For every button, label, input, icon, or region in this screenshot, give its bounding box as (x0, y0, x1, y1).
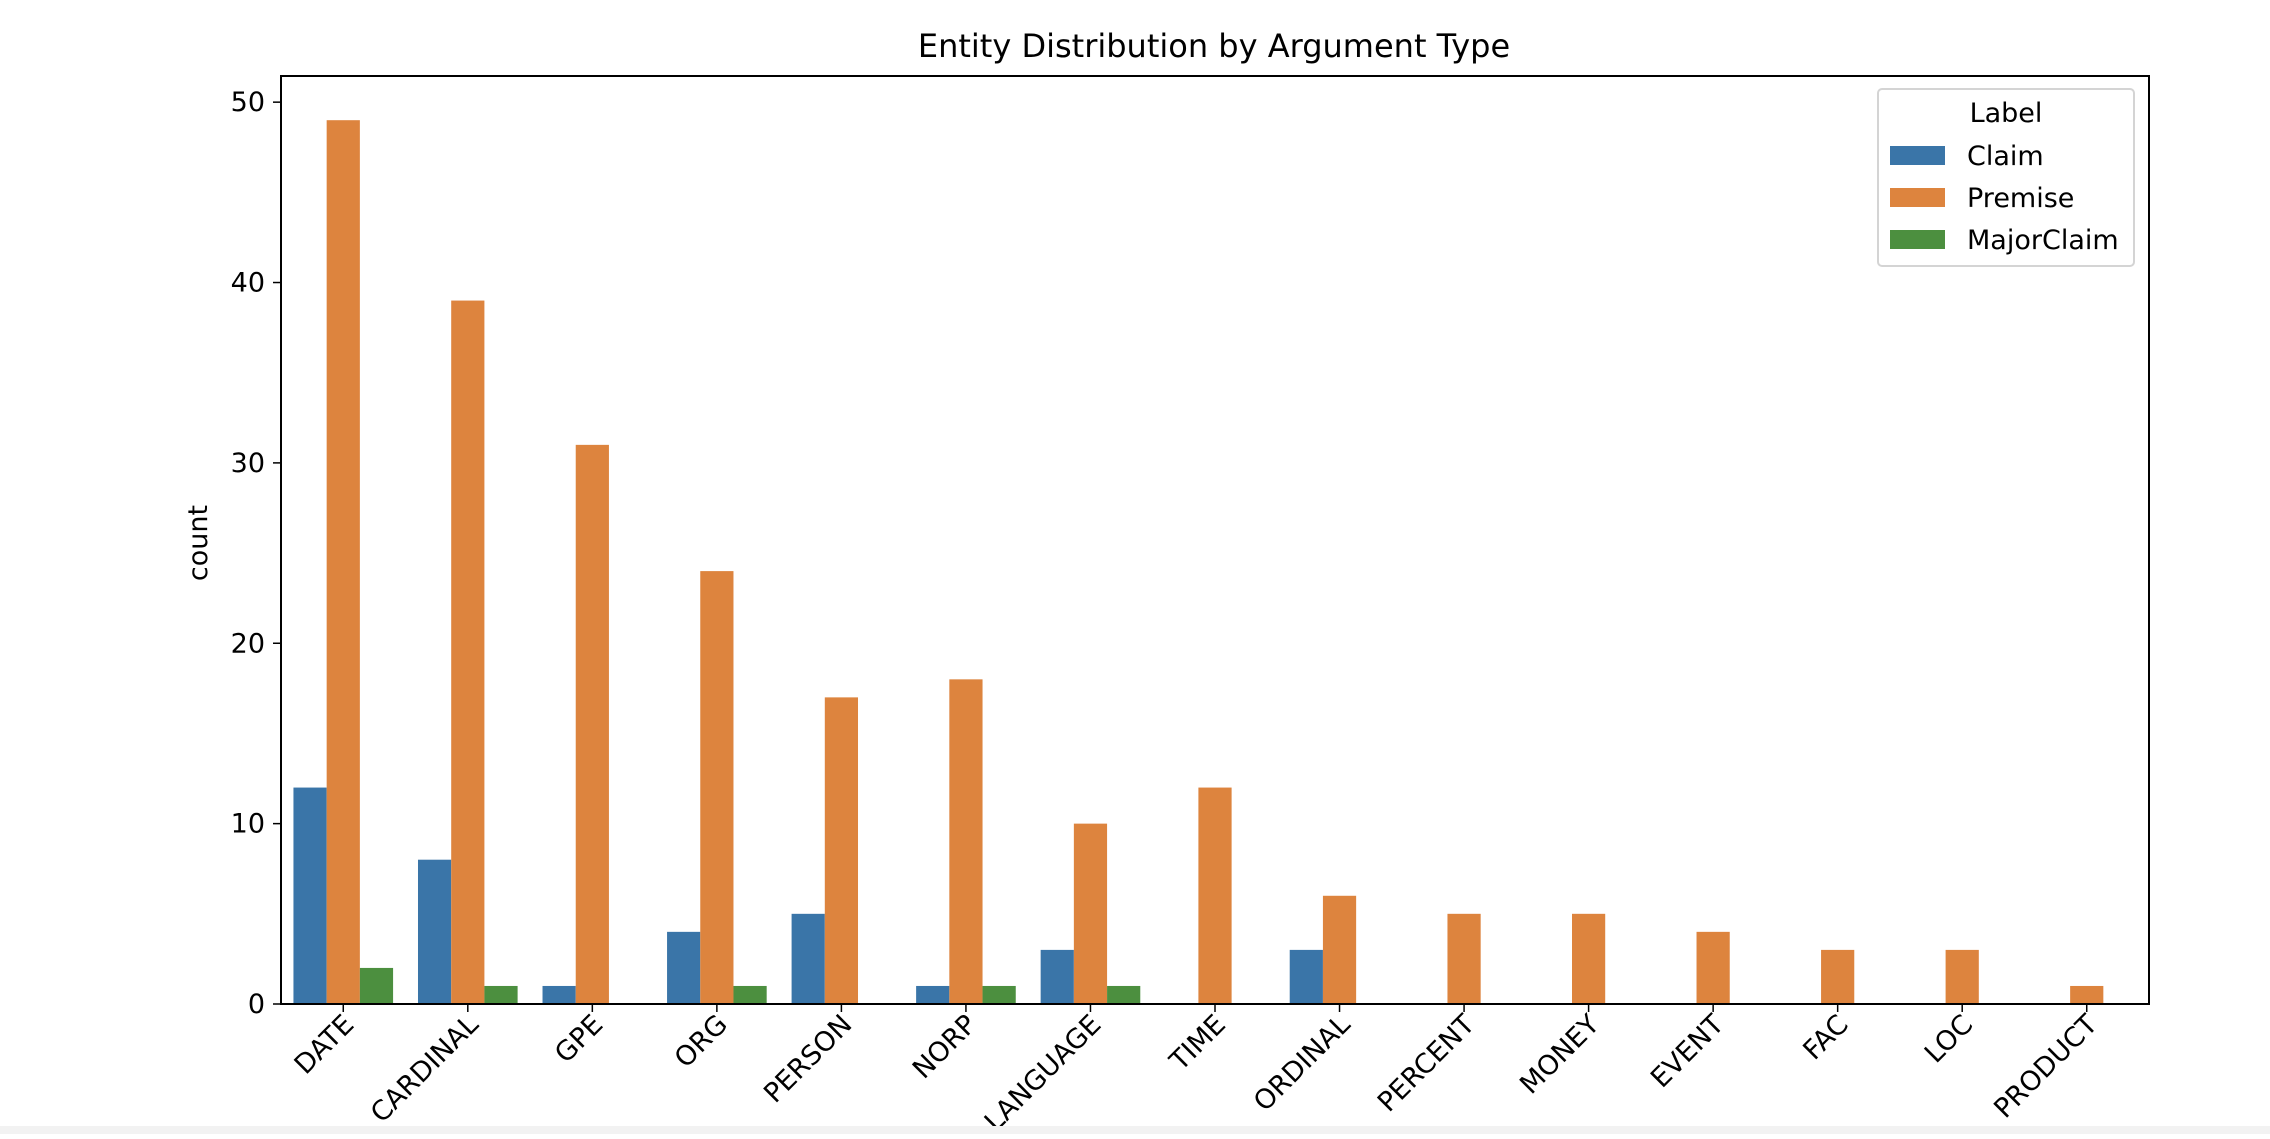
legend-swatch-majorclaim (1890, 230, 1945, 249)
y-tick-label-10: 10 (231, 809, 265, 840)
x-tick-label-time: TIME (1163, 1009, 1231, 1077)
x-tick-label-fac: FAC (1797, 1009, 1854, 1066)
bar-premise-gpe (575, 444, 609, 1004)
y-axis-label: count (183, 505, 214, 581)
x-tick-label-event: EVENT (1645, 1009, 1730, 1094)
x-tick-label-cardinal: CARDINAL (365, 1009, 485, 1129)
bar-premise-product (2070, 985, 2104, 1004)
plot-frame (280, 75, 2150, 1005)
x-tick-label-language: LANGUAGE (979, 1009, 1108, 1134)
y-tick-label-50: 50 (231, 87, 265, 118)
bar-premise-fac (1821, 949, 1855, 1004)
bar-premise-date (326, 120, 360, 1004)
legend-box (1877, 88, 2135, 267)
bottom-strip (0, 1126, 2270, 1134)
legend-swatch-premise (1890, 188, 1945, 207)
bar-claim-gpe (542, 985, 576, 1004)
bar-majorclaim-cardinal (484, 985, 518, 1004)
x-tick-label-gpe: GPE (549, 1009, 609, 1069)
bar-premise-loc (1945, 949, 1979, 1004)
bar-premise-org (700, 571, 734, 1004)
bar-majorclaim-norp (982, 985, 1016, 1004)
x-tick-label-percent: PERCENT (1372, 1009, 1482, 1119)
x-tick-label-money: MONEY (1514, 1009, 1606, 1101)
bar-premise-language (1073, 823, 1108, 1004)
legend-label-majorclaim: MajorClaim (1967, 225, 2119, 256)
x-tick-label-org: ORG (669, 1009, 734, 1074)
bars-group (293, 120, 2104, 1004)
y-tick-label-0: 0 (248, 989, 265, 1020)
x-tick-label-ordinal: ORDINAL (1248, 1009, 1357, 1118)
bar-premise-cardinal (451, 300, 485, 1004)
y-axis: 0 10 20 30 40 50 (231, 87, 281, 1020)
bar-majorclaim-language (1107, 985, 1141, 1004)
bar-premise-ordinal (1322, 895, 1357, 1004)
bar-premise-norp (949, 679, 983, 1004)
bar-claim-cardinal (417, 859, 452, 1004)
bar-majorclaim-org (733, 985, 767, 1004)
bar-premise-percent (1447, 913, 1481, 1004)
x-tick-label-loc: LOC (1919, 1009, 1979, 1069)
bar-claim-language (1040, 949, 1074, 1004)
x-tick-label-product: PRODUCT (1988, 1009, 2104, 1125)
bar-premise-money (1572, 913, 1606, 1004)
legend: Label Claim Premise MajorClaim (1877, 88, 2135, 267)
x-tick-label-person: PERSON (758, 1009, 858, 1109)
bar-premise-time (1198, 787, 1232, 1004)
bar-claim-date (293, 787, 327, 1004)
x-tick-label-date: DATE (289, 1009, 361, 1081)
y-tick-label-30: 30 (231, 448, 265, 479)
bar-premise-person (824, 697, 859, 1004)
bar-majorclaim-date (359, 967, 394, 1004)
legend-swatch-claim (1890, 146, 1945, 165)
x-tick-label-norp: NORP (907, 1009, 983, 1085)
legend-label-claim: Claim (1967, 141, 2044, 172)
legend-title: Label (1970, 98, 2043, 129)
chart-title: Entity Distribution by Argument Type (918, 27, 1510, 65)
bar-premise-event (1696, 931, 1730, 1004)
legend-label-premise: Premise (1967, 183, 2074, 214)
bar-claim-norp (916, 985, 950, 1004)
bar-claim-ordinal (1289, 949, 1323, 1004)
y-tick-label-20: 20 (231, 628, 265, 659)
y-tick-label-40: 40 (231, 268, 265, 299)
bar-claim-person (791, 913, 825, 1004)
bar-claim-org (667, 931, 701, 1004)
